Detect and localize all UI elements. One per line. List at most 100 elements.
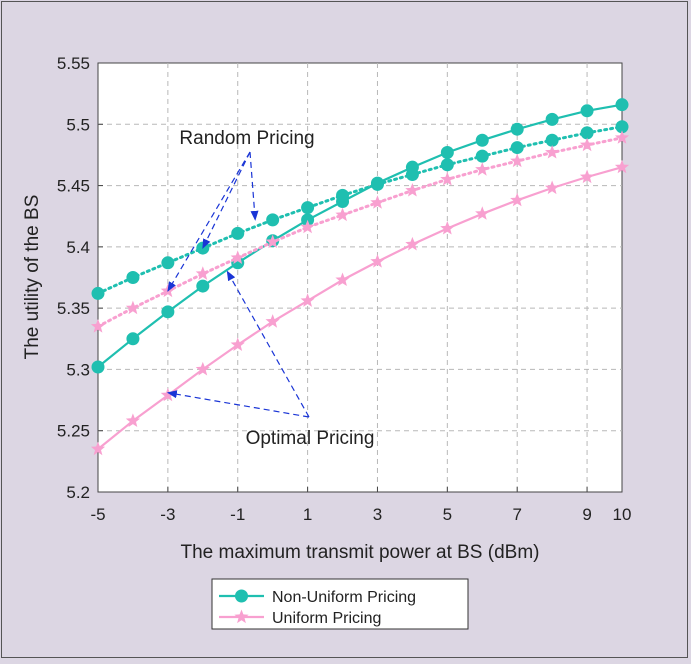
- data-point: [126, 332, 140, 346]
- data-point: [510, 122, 524, 136]
- annotation-label: Optimal Pricing: [246, 428, 375, 449]
- data-point: [579, 137, 595, 152]
- data-point: [510, 192, 525, 207]
- data-point: [440, 171, 455, 186]
- data-point: [615, 98, 629, 112]
- y-tick-label: 5.4: [66, 238, 90, 257]
- data-point: [266, 213, 280, 227]
- plot-area: [97, 62, 623, 493]
- data-point: [125, 300, 141, 315]
- data-point: [475, 133, 489, 147]
- data-point: [126, 271, 140, 284]
- data-point: [91, 360, 105, 374]
- annotation-arrow: [249, 151, 259, 221]
- data-point: [161, 305, 175, 319]
- series-group: [90, 98, 630, 456]
- data-point: [335, 207, 350, 222]
- data-point: [545, 145, 560, 159]
- data-point: [614, 159, 630, 174]
- data-point: [370, 195, 385, 209]
- x-tick-label: 9: [582, 505, 591, 524]
- data-point: [405, 236, 420, 251]
- annotation-arrow: [202, 151, 251, 249]
- data-point: [231, 226, 245, 240]
- data-point: [545, 133, 559, 147]
- x-tick-label: 1: [303, 505, 312, 524]
- y-tick-label: 5.55: [57, 54, 90, 73]
- data-point: [370, 177, 384, 191]
- data-point: [300, 293, 315, 307]
- legend-box: [211, 578, 469, 630]
- data-point: [475, 162, 490, 176]
- annotation-label: Random Pricing: [179, 128, 314, 149]
- data-point: [615, 120, 629, 134]
- y-tick-label: 5.25: [57, 422, 90, 441]
- data-point: [265, 234, 280, 248]
- data-point: [405, 168, 419, 182]
- data-point: [545, 112, 559, 126]
- data-point: [440, 221, 455, 235]
- legend-label: Non-Uniform Pricing: [272, 589, 416, 606]
- annotation-arrow: [226, 270, 310, 418]
- y-tick-label: 5.5: [66, 115, 90, 134]
- data-point: [580, 126, 594, 140]
- data-point: [580, 104, 594, 118]
- data-point: [125, 413, 141, 427]
- legend-marker: [235, 589, 248, 603]
- data-point: [161, 256, 175, 270]
- data-point: [230, 337, 245, 351]
- data-point: [300, 219, 315, 234]
- data-point: [90, 441, 106, 456]
- data-point: [195, 361, 210, 376]
- data-point: [405, 183, 420, 197]
- data-point: [440, 158, 454, 172]
- data-point: [335, 272, 350, 286]
- y-tick-label: 5.35: [57, 299, 90, 318]
- data-point: [440, 145, 454, 159]
- series-line: [97, 166, 623, 450]
- data-point: [475, 206, 490, 220]
- series-1: [91, 120, 629, 300]
- x-axis-label: The maximum transmit power at BS (dBm): [181, 542, 540, 563]
- annotations: Random Pricing Optimal Pricing: [166, 128, 375, 449]
- data-point: [475, 149, 489, 163]
- annotation-arrow: [167, 151, 251, 292]
- data-point: [91, 286, 105, 300]
- tick-labels: -5 -3 -1 1 3 5 7 9 10 5.2 5.25 5.3 5.35 5.4 5.45 5.5 5.5…: [57, 54, 632, 524]
- data-point: [579, 169, 595, 184]
- series-line: [97, 103, 623, 368]
- x-tick-label: -1: [230, 505, 245, 524]
- legend: Non-Uniform Pricing Uniform Pricing: [211, 578, 469, 630]
- y-tick-label: 5.3: [66, 360, 90, 379]
- data-point: [195, 266, 210, 280]
- data-point: [510, 153, 525, 168]
- legend-items: Non-Uniform Pricing Uniform Pricing: [219, 589, 416, 627]
- series-line: [96, 125, 624, 295]
- y-tick-label: 5.45: [57, 177, 90, 196]
- y-tick-label: 5.2: [66, 483, 90, 502]
- data-point: [301, 201, 315, 215]
- data-point: [336, 188, 350, 202]
- x-tick-label: -3: [160, 505, 175, 524]
- data-point: [265, 314, 280, 328]
- x-tick-label: -5: [90, 505, 105, 524]
- data-point: [510, 141, 524, 155]
- data-point: [614, 130, 630, 144]
- series-line: [96, 136, 624, 328]
- legend-label: Uniform Pricing: [272, 610, 381, 627]
- x-tick-label: 10: [613, 505, 632, 524]
- series-2: [90, 159, 630, 456]
- data-point: [90, 319, 106, 333]
- y-axis-label: The utility of the BS: [22, 195, 43, 360]
- data-point: [196, 279, 210, 293]
- data-point: [230, 250, 245, 264]
- annotation-arrow: [166, 390, 310, 418]
- x-tick-label: 7: [512, 505, 521, 524]
- data-point: [370, 254, 385, 268]
- data-point: [545, 180, 560, 195]
- legend-marker: [234, 609, 249, 624]
- x-tick-label: 3: [373, 505, 382, 524]
- x-tick-label: 5: [443, 505, 452, 524]
